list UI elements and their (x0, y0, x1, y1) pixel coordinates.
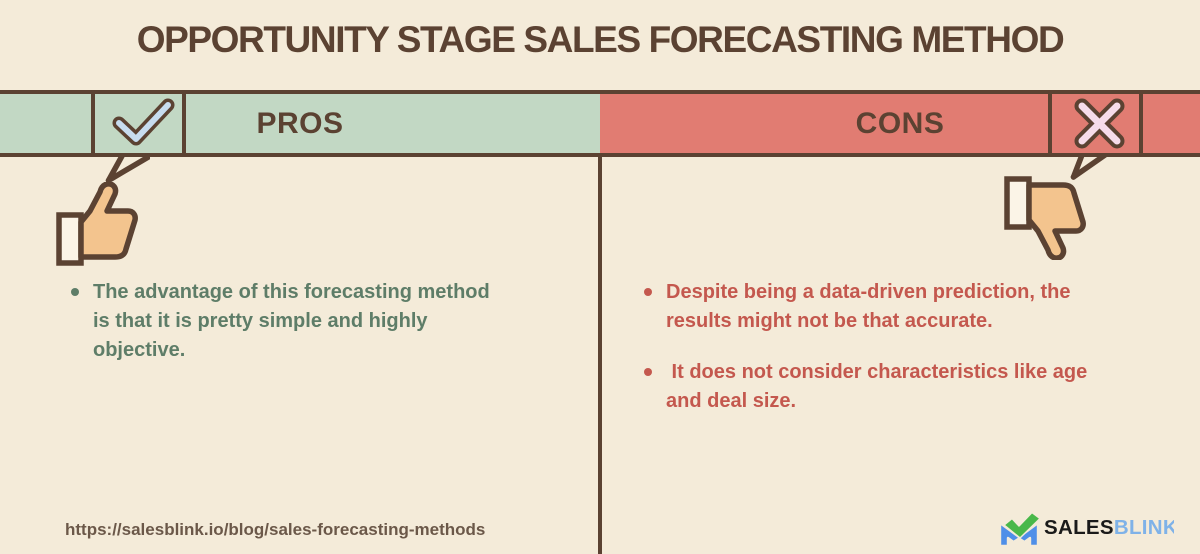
svg-text:SALESBLINK: SALESBLINK (1044, 516, 1174, 539)
